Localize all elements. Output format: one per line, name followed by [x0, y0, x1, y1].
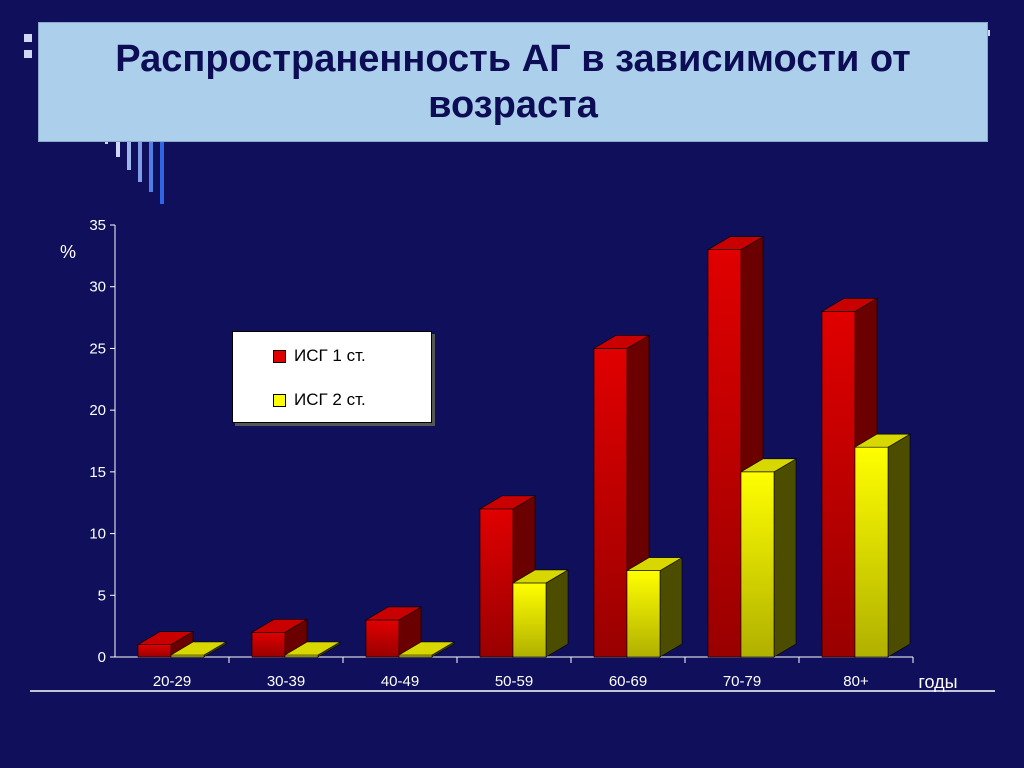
bar-side-face	[545, 569, 569, 658]
bar-top-face	[592, 335, 651, 349]
bar-series1	[364, 606, 423, 658]
x-tick-label: 50-59	[495, 673, 533, 690]
page-title: Распространенность АГ в зависимости от в…	[115, 38, 911, 126]
legend-item-series2: ИСГ 2 ст.	[273, 390, 366, 410]
bar-front-face	[365, 619, 400, 658]
bar-top-face	[511, 569, 570, 584]
bar-front-face	[740, 471, 775, 658]
bar-series2	[397, 641, 456, 658]
legend-swatch-yellow	[273, 393, 286, 407]
y-tick-label: 25	[89, 340, 106, 357]
bar-top-face	[478, 495, 537, 510]
bar-side-face	[773, 458, 797, 658]
bar-front-face	[137, 644, 172, 658]
bar-series1	[250, 618, 309, 658]
y-tick-label: 10	[89, 526, 106, 543]
title-box: Распространенность АГ в зависимости от в…	[38, 22, 988, 142]
x-axis-title: годы	[918, 672, 957, 692]
chart-legend: ИСГ 1 ст. ИСГ 2 ст.	[232, 331, 432, 423]
y-tick-label: 35	[89, 217, 106, 234]
legend-item-series1: ИСГ 1 ст.	[273, 346, 366, 366]
bar-side-face	[887, 433, 911, 658]
x-tick-label: 60-69	[609, 673, 647, 690]
y-tick-label: 20	[89, 402, 106, 419]
bar-top-face	[397, 641, 456, 656]
bar-series1	[136, 631, 195, 658]
bar-top-face	[136, 631, 195, 645]
bar-series2	[169, 641, 228, 658]
bar-front-face	[593, 348, 628, 658]
bar-front-face	[854, 446, 889, 658]
legend-label: ИСГ 1 ст.	[294, 346, 366, 365]
x-tick-label: 40-49	[381, 673, 419, 690]
legend-label: ИСГ 2 ст.	[294, 390, 366, 409]
bar-top-face	[853, 433, 912, 448]
bar-front-face	[251, 632, 286, 658]
bar-top-face	[250, 619, 309, 633]
x-tick-label: 70-79	[723, 673, 761, 690]
x-tick-label: 20-29	[153, 673, 191, 690]
bar-top-face	[169, 641, 228, 656]
bar-top-face	[283, 641, 342, 656]
bar-series2	[739, 458, 798, 658]
bar-front-face	[512, 582, 547, 658]
legend-swatch-red	[273, 349, 286, 363]
x-tick-label: 80+	[843, 673, 869, 690]
bar-side-face	[659, 557, 683, 658]
y-axis-title: %	[60, 242, 76, 262]
y-tick-label: 5	[98, 587, 106, 604]
bar-front-face	[479, 508, 514, 658]
bar-front-face	[626, 570, 661, 658]
y-tick-label: 0	[98, 649, 106, 666]
bar-top-face	[364, 606, 423, 621]
x-tick-label: 30-39	[267, 673, 305, 690]
bar-top-face	[706, 236, 765, 250]
bar-front-face	[821, 311, 856, 658]
y-tick-label: 30	[89, 279, 106, 296]
bar-front-face	[707, 249, 742, 658]
bar-top-face	[820, 298, 879, 312]
bar-series2	[511, 569, 570, 658]
bar-top-face	[625, 557, 684, 571]
y-tick-label: 15	[89, 464, 106, 481]
bar-top-face	[739, 458, 798, 473]
bar-series2	[625, 557, 684, 658]
bar-series2	[853, 433, 912, 658]
bar-series2	[283, 641, 342, 658]
